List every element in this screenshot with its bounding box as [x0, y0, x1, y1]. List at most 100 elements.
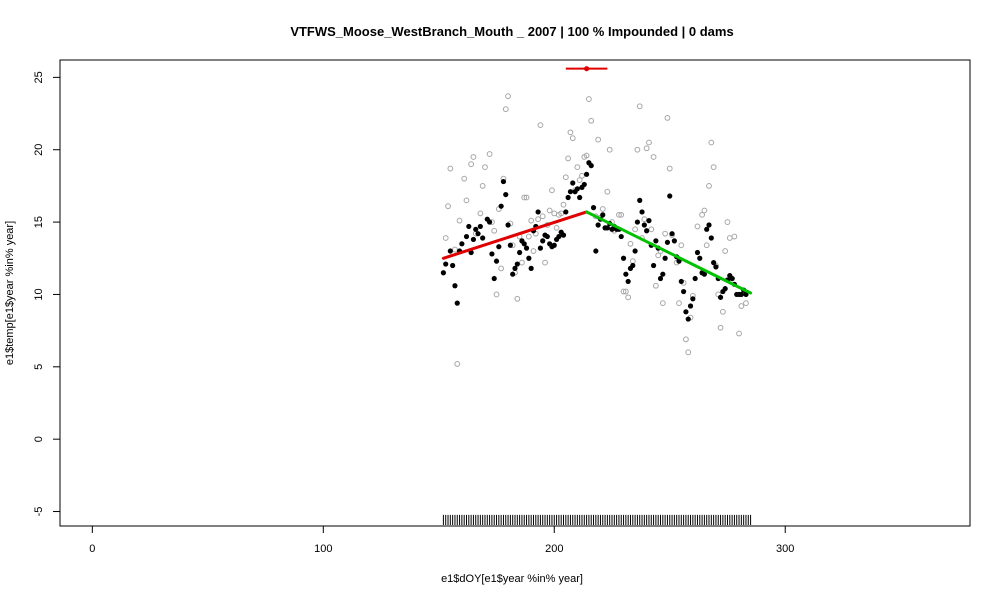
black-point: [514, 261, 520, 267]
black-point: [692, 275, 698, 282]
falling-segment: [585, 210, 753, 295]
black-point: [517, 249, 523, 256]
gray-point: [546, 207, 553, 214]
gray-point: [722, 248, 729, 254]
black-point: [644, 228, 650, 234]
gray-point: [595, 136, 602, 143]
gray-point: [738, 303, 745, 309]
gray-point: [502, 106, 509, 113]
gray-point: [650, 154, 657, 160]
black-point: [459, 241, 465, 247]
gray-point: [549, 187, 555, 194]
gray-point: [452, 246, 458, 253]
black-point: [664, 239, 671, 245]
y-tick-label: 15: [33, 216, 45, 228]
gray-point: [586, 96, 592, 102]
gray-point: [479, 183, 486, 189]
black-point: [486, 219, 493, 225]
black-point: [540, 238, 546, 244]
black-point: [743, 291, 749, 298]
black-point: [491, 275, 497, 282]
rug-ticks: [442, 514, 752, 525]
gray-point: [629, 258, 636, 265]
gray-point: [636, 103, 643, 110]
peak-marker-group: [565, 66, 608, 72]
gray-point: [576, 177, 583, 184]
gray-point: [699, 211, 705, 218]
gray-point: [456, 217, 463, 224]
gray-point: [569, 135, 576, 142]
black-point: [681, 288, 687, 295]
gray-point: [719, 308, 726, 315]
gray-point: [708, 139, 715, 146]
black-point: [500, 178, 507, 185]
black-point: [493, 258, 500, 264]
black-point: [535, 209, 541, 215]
black-point: [694, 249, 701, 256]
gray-point: [616, 211, 622, 218]
black-point: [503, 191, 509, 198]
gray-point: [486, 151, 493, 157]
black-point: [650, 262, 657, 269]
black-point: [729, 275, 735, 282]
black-point: [697, 255, 703, 261]
black-point: [526, 255, 532, 261]
gray-point: [683, 336, 689, 343]
black-point: [510, 271, 516, 277]
gray-point: [641, 216, 648, 223]
black-point: [701, 271, 707, 277]
black-point: [470, 236, 477, 243]
black-point: [722, 286, 728, 292]
black-point: [523, 245, 530, 251]
black-point: [567, 189, 574, 195]
gray-point: [599, 206, 606, 212]
black-point: [565, 194, 571, 201]
gray-point: [583, 152, 590, 159]
gray-point: [523, 194, 530, 201]
gray-point: [676, 300, 682, 307]
black-point: [632, 248, 638, 254]
black-point: [685, 316, 691, 322]
black-point: [512, 265, 518, 271]
black-point: [544, 233, 550, 240]
gray-point: [535, 216, 541, 223]
gray-point: [528, 217, 535, 224]
black-point: [706, 222, 712, 228]
gray-point: [542, 259, 548, 266]
black-point: [440, 270, 447, 276]
black-point: [618, 233, 624, 240]
gray-point: [468, 161, 475, 168]
gray-point: [627, 240, 634, 247]
black-point: [738, 291, 744, 298]
black-point: [660, 271, 666, 277]
black-point: [600, 212, 606, 218]
gray-point: [477, 210, 484, 217]
black-point: [463, 233, 470, 240]
black-point: [717, 294, 724, 300]
gray-point: [724, 219, 731, 225]
y-tick-label: 5: [33, 364, 45, 370]
gray-point: [703, 242, 710, 249]
gray-point: [537, 122, 544, 129]
black-point: [630, 262, 636, 269]
gray-point: [706, 183, 712, 189]
black-point: [528, 265, 534, 271]
chart-title: VTFWS_Moose_WestBranch_Mouth _ 2007 | 10…: [290, 24, 733, 39]
gray-point: [625, 294, 632, 301]
black-point: [588, 163, 594, 169]
peak-point: [583, 66, 590, 72]
x-tick-label: 100: [314, 543, 332, 555]
black-point: [496, 244, 502, 250]
black-point: [687, 303, 694, 309]
gray-point: [442, 235, 449, 241]
black-point: [475, 231, 481, 237]
black-point: [590, 205, 597, 211]
black-point: [653, 238, 659, 244]
gray-point: [743, 300, 749, 307]
gray-point: [482, 164, 488, 170]
black-point: [466, 223, 472, 230]
black-point: [556, 233, 562, 240]
gray-point: [710, 164, 717, 170]
gray-point: [562, 174, 569, 181]
gray-point: [662, 230, 669, 237]
